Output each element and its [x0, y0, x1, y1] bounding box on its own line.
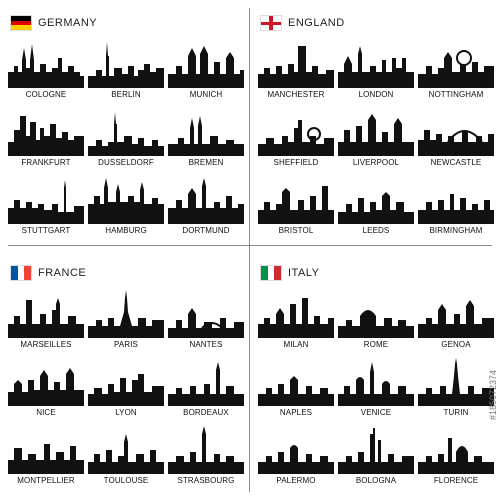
skyline-nottingham: NOTTINGHAM [416, 38, 496, 106]
skyline-palermo: PALERMO [256, 424, 336, 492]
city-label: LIVERPOOL [352, 158, 400, 167]
region-header: GERMANY [10, 12, 97, 34]
city-label: STRASBOURG [177, 476, 235, 485]
skyline-stuttgart: STUTTGART [6, 174, 86, 242]
city-label: BREMEN [188, 158, 224, 167]
city-label: MONTPELLIER [17, 476, 75, 485]
city-label: NEWCASTLE [430, 158, 482, 167]
country-name: GERMANY [38, 17, 98, 29]
germany-flag-icon [10, 15, 32, 31]
region-header: FRANCE [10, 262, 86, 284]
city-label: PALERMO [276, 476, 316, 485]
skyline-leeds: LEEDS [336, 174, 416, 242]
skyline-newcastle: NEWCASTLE [416, 106, 496, 174]
city-label: MILAN [283, 340, 309, 349]
city-label: HAMBURG [105, 226, 147, 235]
skyline-naples: NAPLES [256, 356, 336, 424]
skyline-cologne: COLOGNE [6, 38, 86, 106]
city-label: TOULOUSE [103, 476, 149, 485]
skyline-berlin: BERLIN [86, 38, 166, 106]
skyline-montpellier: MONTPELLIER [6, 424, 86, 492]
country-name: ENGLAND [288, 17, 345, 29]
city-label: MANCHESTER [267, 90, 325, 99]
region-header: ITALY [260, 262, 319, 284]
city-label: VENICE [360, 408, 392, 417]
city-label: BOLOGNA [355, 476, 397, 485]
skyline-marseilles: MARSEILLES [6, 288, 86, 356]
skyline-bristol: BRISTOL [256, 174, 336, 242]
city-label: FLORENCE [433, 476, 479, 485]
skyline-turin: TURIN [416, 356, 496, 424]
region-header: ENGLAND [260, 12, 345, 34]
skyline-florence: FLORENCE [416, 424, 496, 492]
skyline-sheffield: SHEFFIELD [256, 106, 336, 174]
city-label: NOTTINGHAM [428, 90, 484, 99]
vertical-divider [249, 8, 250, 492]
france-flag-icon [10, 265, 32, 281]
skyline-grid: MILAN ROME GENOA NAPLES VENICE TURIN PAL… [256, 288, 496, 493]
city-label: BRISTOL [278, 226, 314, 235]
city-label: STUTTGART [21, 226, 71, 235]
city-label: TURIN [443, 408, 469, 417]
region-italy: ITALY MILAN ROME GENOA NAPLES VENICE TUR… [250, 250, 500, 500]
skyline-bremen: BREMEN [166, 106, 246, 174]
skyline-nice: NICE [6, 356, 86, 424]
skyline-paris: PARIS [86, 288, 166, 356]
england-flag-icon [260, 15, 282, 31]
skyline-dusseldorf: DUSSELDORF [86, 106, 166, 174]
skyline-toulouse: TOULOUSE [86, 424, 166, 492]
city-label: GENOA [441, 340, 471, 349]
country-name: FRANCE [38, 267, 87, 279]
skyline-london: LONDON [336, 38, 416, 106]
city-label: BORDEAUX [183, 408, 229, 417]
watermark: #185072374 [483, 310, 498, 490]
skyline-grid: COLOGNE BERLIN MUNICH FRANKFURT DUSSELDO… [6, 38, 246, 243]
skyline-dortmund: DORTMUND [166, 174, 246, 242]
country-name: ITALY [288, 267, 320, 279]
city-label: DORTMUND [182, 226, 230, 235]
city-label: LEEDS [362, 226, 390, 235]
city-label: LONDON [358, 90, 394, 99]
city-label: PARIS [114, 340, 138, 349]
region-france: FRANCE MARSEILLES PARIS NANTES NICE LYON… [0, 250, 250, 500]
skyline-grid: MARSEILLES PARIS NANTES NICE LYON BORDEA… [6, 288, 246, 493]
skyline-manchester: MANCHESTER [256, 38, 336, 106]
city-label: FRANKFURT [21, 158, 71, 167]
skyline-hamburg: HAMBURG [86, 174, 166, 242]
horizontal-divider [8, 245, 492, 246]
city-label: MUNICH [189, 90, 223, 99]
skyline-venice: VENICE [336, 356, 416, 424]
region-germany: GERMANY COLOGNE BERLIN MUNICH FRANKFURT … [0, 0, 250, 250]
city-label: BERLIN [111, 90, 141, 99]
skyline-nantes: NANTES [166, 288, 246, 356]
skyline-bologna: BOLOGNA [336, 424, 416, 492]
skyline-strasbourg: STRASBOURG [166, 424, 246, 492]
city-label: NICE [36, 408, 56, 417]
city-label: ROME [363, 340, 389, 349]
skyline-lyon: LYON [86, 356, 166, 424]
skyline-grid: MANCHESTER LONDON NOTTINGHAM SHEFFIELD L… [256, 38, 496, 243]
city-label: COLOGNE [25, 90, 67, 99]
skyline-rome: ROME [336, 288, 416, 356]
italy-flag-icon [260, 265, 282, 281]
city-label: LYON [115, 408, 137, 417]
city-label: NAPLES [279, 408, 313, 417]
city-label: DUSSELDORF [98, 158, 154, 167]
skyline-genoa: GENOA [416, 288, 496, 356]
skyline-frankfurt: FRANKFURT [6, 106, 86, 174]
city-label: MARSEILLES [20, 340, 72, 349]
region-england: ENGLAND MANCHESTER LONDON NOTTINGHAM SHE… [250, 0, 500, 250]
city-label: NANTES [189, 340, 223, 349]
skyline-milan: MILAN [256, 288, 336, 356]
watermark-text: #185072374 [488, 369, 498, 421]
city-label: SHEFFIELD [273, 158, 319, 167]
skyline-munich: MUNICH [166, 38, 246, 106]
skyline-bordeaux: BORDEAUX [166, 356, 246, 424]
skyline-liverpool: LIVERPOOL [336, 106, 416, 174]
skyline-birmingham: BIRMINGHAM [416, 174, 496, 242]
city-label: BIRMINGHAM [429, 226, 483, 235]
